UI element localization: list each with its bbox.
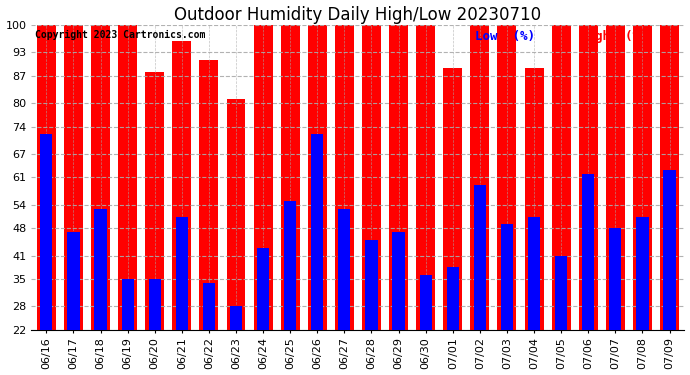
Bar (528, 216, 540, 375)
Bar (91, 25, 110, 375)
Text: High  (%): High (%) (580, 30, 647, 43)
Bar (95, 209, 107, 375)
Bar (230, 306, 242, 375)
Bar (254, 25, 273, 375)
Bar (660, 25, 679, 375)
Bar (199, 60, 218, 375)
Bar (420, 275, 432, 375)
Bar (284, 201, 296, 375)
Bar (471, 25, 489, 375)
Bar (40, 135, 52, 375)
Bar (582, 174, 594, 375)
Bar (416, 25, 435, 375)
Bar (338, 209, 351, 375)
Bar (118, 25, 137, 375)
Bar (311, 135, 324, 375)
Bar (609, 228, 622, 375)
Bar (552, 25, 571, 375)
Bar (606, 25, 625, 375)
Bar (362, 25, 381, 375)
Bar (176, 216, 188, 375)
Bar (501, 224, 513, 375)
Text: Low  (%): Low (%) (475, 30, 535, 43)
Bar (68, 232, 79, 375)
Bar (579, 25, 598, 375)
Title: Outdoor Humidity Daily High/Low 20230710: Outdoor Humidity Daily High/Low 20230710 (175, 6, 542, 24)
Bar (172, 41, 191, 375)
Bar (203, 283, 215, 375)
Bar (37, 25, 56, 375)
Bar (281, 25, 299, 375)
Bar (633, 25, 652, 375)
Bar (393, 232, 404, 375)
Bar (145, 72, 164, 375)
Bar (226, 99, 246, 375)
Bar (497, 25, 516, 375)
Bar (524, 68, 544, 375)
Bar (308, 25, 327, 375)
Text: Copyright 2023 Cartronics.com: Copyright 2023 Cartronics.com (34, 30, 205, 40)
Bar (555, 256, 567, 375)
Bar (389, 25, 408, 375)
Bar (64, 25, 83, 375)
Bar (446, 267, 459, 375)
Bar (148, 279, 161, 375)
Bar (366, 240, 377, 375)
Bar (664, 170, 676, 375)
Bar (474, 185, 486, 375)
Bar (121, 279, 134, 375)
Bar (443, 68, 462, 375)
Bar (257, 248, 269, 375)
Bar (335, 25, 354, 375)
Bar (636, 216, 649, 375)
